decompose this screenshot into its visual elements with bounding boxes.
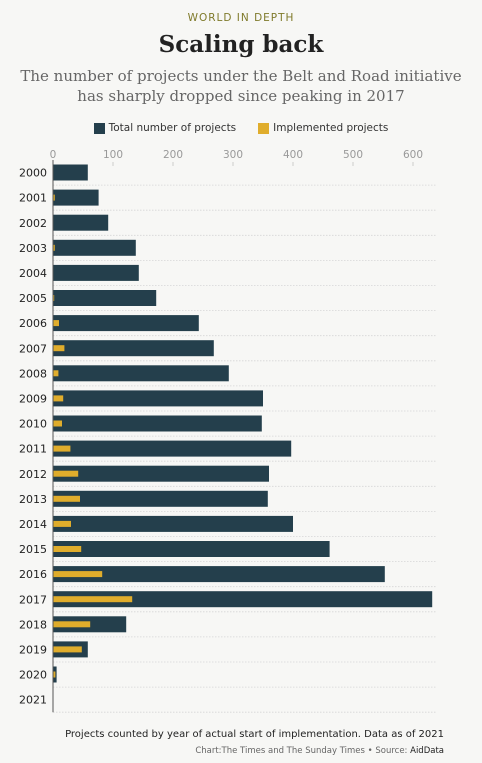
- y-category-label: 2012: [19, 468, 47, 481]
- y-category-label: 2000: [19, 167, 47, 180]
- y-category-label: 2014: [19, 518, 47, 531]
- bar-total: [53, 340, 214, 357]
- y-category-label: 2004: [19, 267, 47, 280]
- x-tick-label: 100: [103, 149, 123, 161]
- credit-source: AidData: [410, 746, 444, 756]
- bar-total: [53, 290, 157, 306]
- legend-item-total: Total number of projects: [93, 122, 237, 134]
- legend-swatch-total: [93, 122, 105, 134]
- legend-label-implemented: Implemented projects: [273, 122, 389, 134]
- y-category-label: 2011: [19, 443, 47, 456]
- chart-credit: Chart:The Times and The Sunday Times • S…: [195, 746, 444, 756]
- y-category-label: 2010: [19, 418, 47, 431]
- bar-implemented: [53, 596, 133, 603]
- bar-total: [53, 440, 292, 457]
- y-category-label: 2017: [19, 593, 47, 606]
- bar-implemented: [53, 520, 71, 527]
- bar-implemented: [53, 470, 79, 477]
- bar-implemented: [53, 646, 82, 653]
- y-category-label: 2009: [19, 392, 47, 405]
- bar-implemented: [53, 295, 55, 301]
- x-tick-label: 600: [403, 149, 423, 161]
- chart-title: Scaling back: [158, 31, 324, 58]
- bar-total: [53, 490, 268, 507]
- bar-implemented: [53, 244, 55, 251]
- bar-total: [53, 465, 269, 482]
- bar-chart: 0 100 200 300 400 500 600 2000 2001 2002 2003 2004 2…: [19, 149, 437, 713]
- y-category-label: 2019: [19, 643, 47, 656]
- x-tick-label: 400: [283, 149, 303, 161]
- bar-implemented: [53, 621, 91, 628]
- bar-total: [53, 566, 385, 583]
- legend-swatch-implemented: [258, 122, 270, 134]
- bar-total: [53, 189, 99, 206]
- chart-subtitle: The number of projects under the Belt an…: [20, 67, 462, 105]
- bar-implemented: [53, 395, 64, 402]
- bar-implemented: [53, 420, 62, 427]
- x-tick-label: 0: [50, 149, 57, 161]
- bar-implemented: [53, 445, 71, 452]
- bar-implemented: [53, 370, 59, 377]
- bar-implemented: [53, 571, 103, 578]
- x-tick-label: 500: [343, 149, 363, 161]
- bar-total: [53, 164, 88, 181]
- bar-implemented: [53, 345, 65, 352]
- y-category-label: 2021: [19, 694, 47, 707]
- bar-total: [53, 365, 229, 382]
- y-category-label: 2008: [19, 367, 47, 380]
- x-tick-label: 200: [163, 149, 183, 161]
- bar-total: [53, 591, 433, 608]
- bar-total: [53, 315, 199, 332]
- bar-implemented: [53, 194, 55, 201]
- bar-total: [53, 541, 330, 557]
- chart-legend: Total number of projects Implemented pro…: [0, 122, 482, 134]
- bar-implemented: [53, 671, 56, 678]
- y-category-label: 2005: [19, 292, 47, 305]
- bar-total: [53, 390, 263, 407]
- bar-implemented: [53, 546, 82, 552]
- x-tick-label: 300: [223, 149, 243, 161]
- bar-total: [53, 415, 262, 432]
- bar-implemented: [53, 320, 59, 327]
- credit-text: Chart:The Times and The Sunday Times • S…: [195, 746, 411, 756]
- chart-footnote: Projects counted by year of actual start…: [65, 729, 444, 740]
- y-category-label: 2007: [19, 342, 47, 355]
- legend-item-implemented: Implemented projects: [258, 122, 388, 134]
- bar-implemented: [53, 495, 80, 502]
- bar-total: [53, 515, 293, 532]
- y-category-label: 2013: [19, 493, 47, 506]
- bar-total: [53, 264, 139, 281]
- y-category-label: 2016: [19, 568, 47, 581]
- legend-label-total: Total number of projects: [108, 122, 237, 134]
- bar-total: [53, 214, 109, 231]
- y-category-label: 2001: [19, 192, 47, 205]
- chart-kicker: WORLD IN DEPTH: [187, 12, 295, 24]
- y-category-label: 2015: [19, 543, 47, 556]
- y-category-label: 2003: [19, 242, 47, 255]
- bar-total: [53, 239, 136, 256]
- y-category-label: 2018: [19, 618, 47, 631]
- y-category-label: 2002: [19, 217, 47, 230]
- y-category-label: 2020: [19, 669, 47, 682]
- y-category-label: 2006: [19, 317, 47, 330]
